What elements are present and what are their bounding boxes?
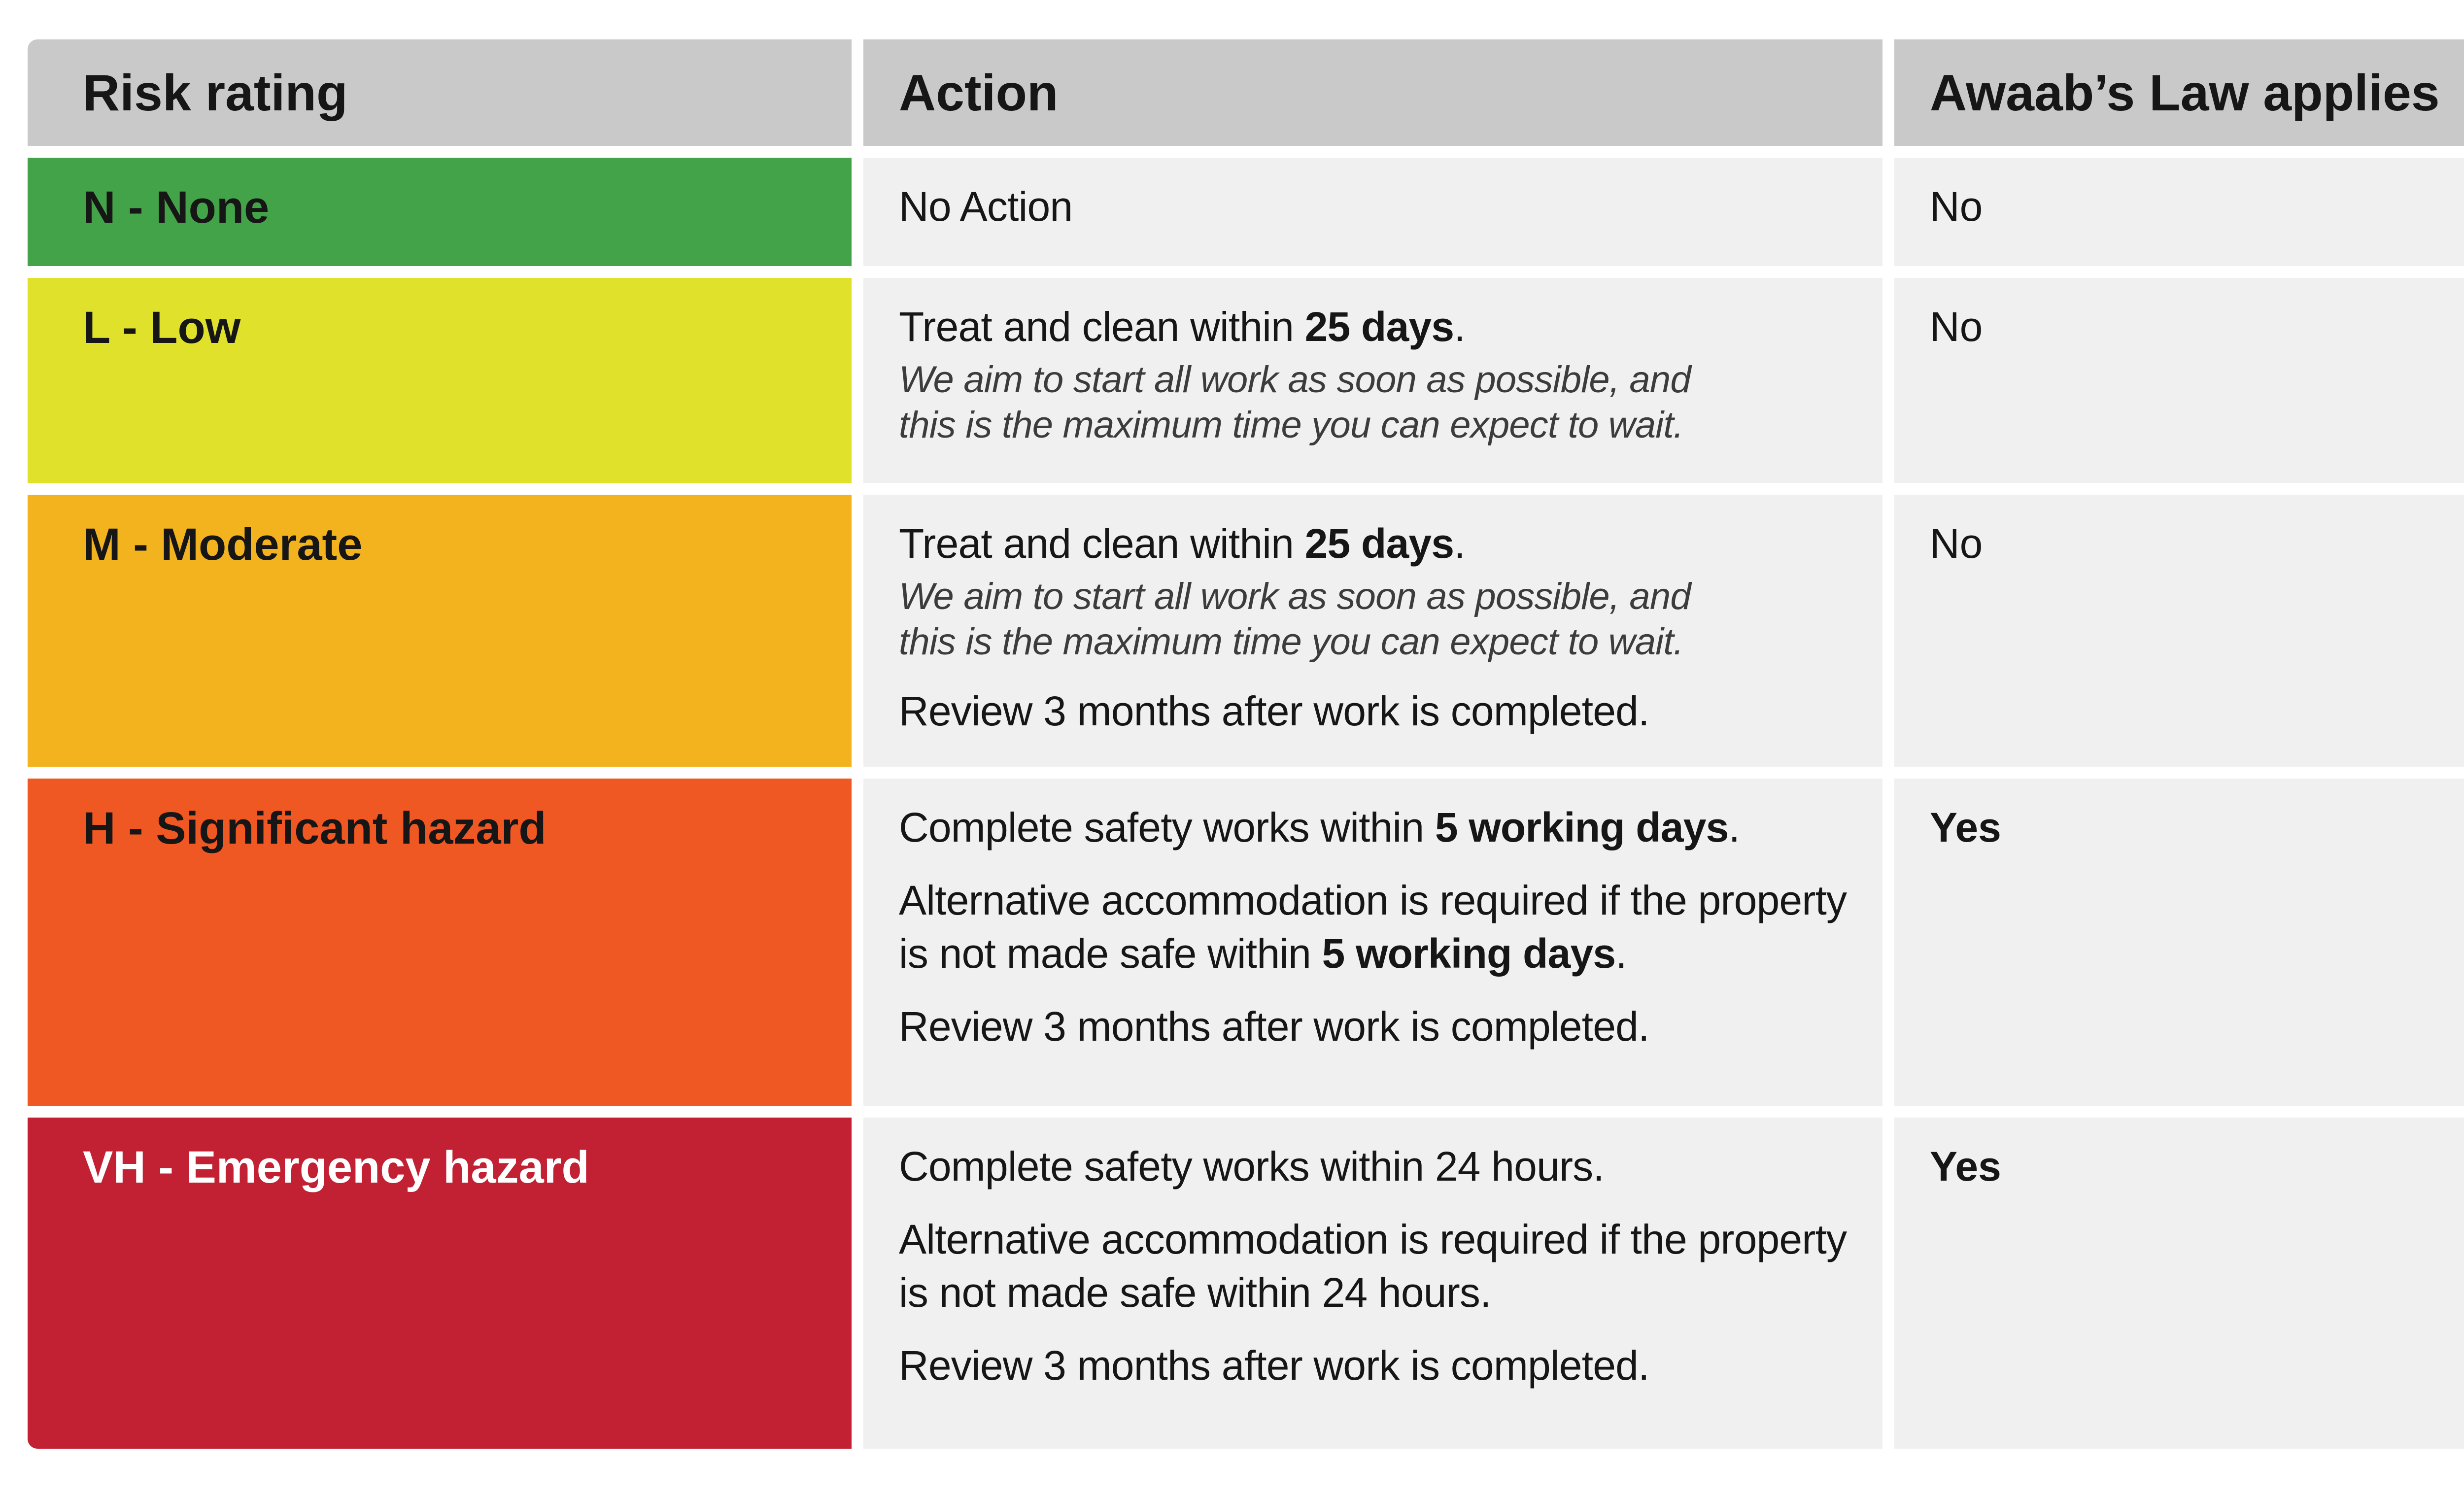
action-note: We aim to start all work as soon as poss… <box>899 576 1859 666</box>
text-segment: 25 days <box>1304 306 1454 351</box>
text-segment: Review 3 months after work is completed. <box>899 690 1649 735</box>
action-paragraph: Treat and clean within 25 days. <box>899 302 1859 355</box>
rating-cell: H - Significant hazard <box>28 779 852 1106</box>
action-cell: No Action <box>863 158 1882 266</box>
rating-label: N - None <box>83 181 270 233</box>
table-row-l-low: L - Low Treat and clean within 25 days. We… <box>28 278 2464 483</box>
action-paragraph: No Action <box>899 181 1859 235</box>
action-paragraph: Review 3 months after work is completed. <box>899 686 1859 739</box>
rating-label: H - Significant hazard <box>83 802 547 853</box>
action-note: We aim to start all work as soon as poss… <box>899 359 1859 449</box>
text-segment: 5 working days <box>1322 932 1616 978</box>
rating-label: M - Moderate <box>83 518 363 570</box>
awaab-law-value: Yes <box>1930 1145 2001 1190</box>
text-segment: Alternative accommodation is required if… <box>899 1218 1847 1317</box>
text-segment: . <box>1454 306 1465 351</box>
text-segment: . <box>1454 522 1465 568</box>
rating-cell: M - Moderate <box>28 495 852 767</box>
action-paragraph: Complete safety works within 5 working d… <box>899 802 1859 855</box>
table-row-vh-emergency-hazard: VH - Emergency hazard Complete safety wor… <box>28 1118 2464 1449</box>
rating-cell: N - None <box>28 158 852 266</box>
action-cell: Treat and clean within 25 days. We aim to… <box>863 278 1882 483</box>
awaab-law-value: No <box>1930 185 1983 231</box>
action-paragraph: Complete safety works within 24 hours. <box>899 1141 1859 1194</box>
header-label: Action <box>899 62 1059 121</box>
action-paragraph: Alternative accommodation is required if… <box>899 875 1859 982</box>
awaab-law-cell: No <box>1894 158 2464 266</box>
action-paragraph: Alternative accommodation is required if… <box>899 1214 1859 1321</box>
action-paragraph: Treat and clean within 25 days. <box>899 518 1859 572</box>
action-cell: Complete safety works within 24 hours. Al… <box>863 1118 1882 1449</box>
table-row-m-moderate: M - Moderate Treat and clean within 25 da… <box>28 495 2464 767</box>
header-cell-action: Action <box>863 39 1882 146</box>
rating-cell: L - Low <box>28 278 852 483</box>
header-label: Awaab’s Law applies <box>1930 62 2440 121</box>
header-cell-awaab-s-law-applies: Awaab’s Law applies <box>1894 39 2464 146</box>
text-segment: . <box>1615 932 1627 978</box>
text-segment: We aim to start all work as soon as poss… <box>899 578 1691 664</box>
text-segment: Review 3 months after work is completed. <box>899 1344 1649 1390</box>
awaab-law-cell: Yes <box>1894 779 2464 1106</box>
text-segment: 25 days <box>1304 522 1454 568</box>
action-paragraph: Review 3 months after work is completed. <box>899 1340 1859 1394</box>
text-segment: Complete safety works within 24 hours. <box>899 1145 1605 1190</box>
awaab-law-value: No <box>1930 522 1983 568</box>
text-segment: We aim to start all work as soon as poss… <box>899 361 1691 447</box>
text-segment: Complete safety works within <box>899 806 1435 851</box>
text-segment: Review 3 months after work is completed. <box>899 1005 1649 1051</box>
awaab-law-cell: Yes <box>1894 1118 2464 1449</box>
text-segment: No Action <box>899 185 1073 231</box>
header-cell-risk-rating: Risk rating <box>28 39 852 146</box>
awaab-law-cell: No <box>1894 278 2464 483</box>
action-paragraph: Review 3 months after work is completed. <box>899 1001 1859 1054</box>
action-cell: Treat and clean within 25 days. We aim to… <box>863 495 1882 767</box>
rating-label: VH - Emergency hazard <box>83 1141 589 1192</box>
text-segment: 5 working days <box>1435 806 1729 851</box>
awaab-law-cell: No <box>1894 495 2464 767</box>
rating-cell: VH - Emergency hazard <box>28 1118 852 1449</box>
header-label: Risk rating <box>83 62 348 121</box>
awaab-law-value: Yes <box>1930 806 2001 851</box>
text-segment: Treat and clean within <box>899 522 1305 568</box>
text-segment: Alternative accommodation is required if… <box>899 879 1847 978</box>
awaab-law-value: No <box>1930 306 1983 351</box>
text-segment: . <box>1728 806 1740 851</box>
text-segment: Treat and clean within <box>899 306 1305 351</box>
action-cell: Complete safety works within 5 working d… <box>863 779 1882 1106</box>
table-row-h-significant-hazard: H - Significant hazard Complete safety wo… <box>28 779 2464 1106</box>
rating-label: L - Low <box>83 302 241 353</box>
